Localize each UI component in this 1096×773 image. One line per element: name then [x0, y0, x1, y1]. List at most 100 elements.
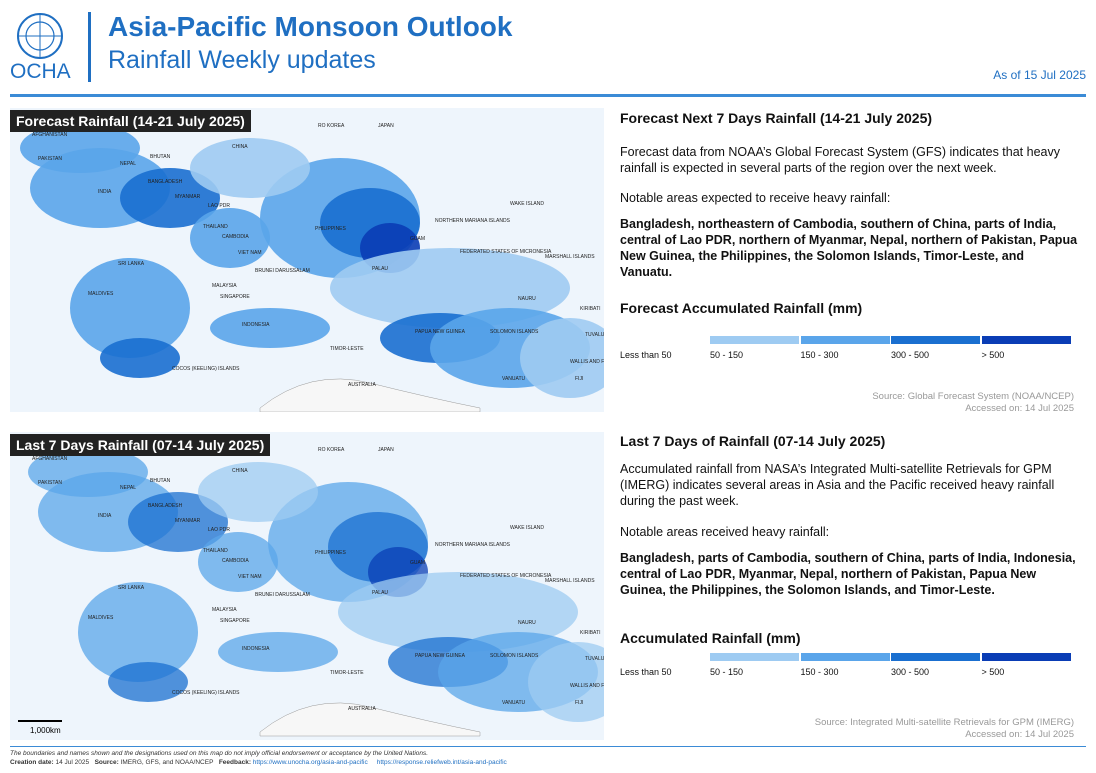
- map-label: MARSHALL ISLANDS: [545, 254, 595, 260]
- map-label: BRUNEI DARUSSALAM: [255, 592, 310, 598]
- legend-label: 150 - 300: [800, 667, 839, 677]
- rainfall-area: [198, 462, 318, 522]
- map-label: PALAU: [372, 590, 388, 596]
- scale-label: 1,000km: [30, 726, 61, 735]
- notable-intro: Notable areas received heavy rainfall:: [620, 525, 830, 539]
- map-label: MALDIVES: [88, 291, 114, 297]
- title: Asia-Pacific Monsoon Outlook: [108, 11, 513, 42]
- map-label: INDONESIA: [242, 646, 270, 652]
- map-label: FIJI: [575, 700, 583, 706]
- map-label: KIRIBATI: [580, 630, 600, 636]
- legend-title: Accumulated Rainfall (mm): [620, 630, 801, 646]
- map-label: PAKISTAN: [38, 156, 62, 162]
- rainfall-area: [520, 318, 604, 398]
- map-label: COCOS (KEELING) ISLANDS: [172, 690, 240, 696]
- legend-label: > 500: [981, 667, 1005, 677]
- rainfall-area: [528, 642, 604, 722]
- link[interactable]: https://www.unocha.org/asia-and-pacific: [252, 759, 368, 766]
- map-label: BHUTAN: [150, 154, 171, 160]
- map-label: THAILAND: [203, 548, 228, 554]
- map-label: LAO PDR: [208, 527, 230, 533]
- legend-swatch: [800, 653, 890, 661]
- map-label: KIRIBATI: [580, 306, 600, 312]
- legend-swatch: [981, 336, 1071, 344]
- legend-label: 50 - 150: [710, 667, 744, 677]
- map-label: INDIA: [98, 513, 112, 519]
- rainfall-area: [78, 582, 198, 682]
- map-label: CHINA: [232, 468, 248, 474]
- logo: [17, 13, 63, 59]
- map-label: JAPAN: [378, 123, 394, 129]
- map-label: PAPUA NEW GUINEA: [415, 329, 466, 335]
- legend-label: 300 - 500: [891, 667, 930, 677]
- map-label: NAURU: [518, 296, 536, 302]
- source: Source: Integrated Multi-satellite Retri…: [814, 717, 1074, 728]
- paragraph: Forecast data from NOAA’s Global Forecas…: [620, 145, 1060, 175]
- scale-bar: [18, 720, 62, 722]
- map-label: SRI LANKA: [118, 261, 145, 267]
- map-label: BRUNEI DARUSSALAM: [255, 268, 310, 274]
- map-label: SOLOMON ISLANDS: [490, 653, 539, 659]
- map-label: TIMOR-LESTE: [330, 346, 364, 352]
- label: Feedback:: [218, 759, 251, 766]
- rainfall-area: [218, 632, 338, 672]
- map-label: RO KOREA: [318, 123, 345, 129]
- map-label: LAO PDR: [208, 203, 230, 209]
- map-label: PAKISTAN: [38, 480, 62, 486]
- map-label: SINGAPORE: [220, 294, 250, 300]
- legend-title: Forecast Accumulated Rainfall (mm): [620, 300, 863, 316]
- map-label: FIJI: [575, 376, 583, 382]
- map-label: SOLOMON ISLANDS: [490, 329, 539, 335]
- paragraph: Accumulated rainfall from NASA’s Integra…: [620, 462, 1055, 508]
- link[interactable]: https://response.reliefweb.int/asia-and-…: [376, 759, 507, 766]
- heading: Last 7 Days of Rainfall (07-14 July 2025…: [620, 433, 886, 449]
- rule: [10, 94, 1086, 97]
- map-label: GUAM: [410, 560, 425, 566]
- legend-label: Less than 50: [620, 667, 672, 677]
- legend-label: 50 - 150: [710, 350, 744, 360]
- legend-swatch: [891, 336, 980, 344]
- map-label: RO KOREA: [318, 447, 345, 453]
- heading: Forecast Next 7 Days Rainfall (14-21 Jul…: [620, 110, 933, 126]
- legend-label: Less than 50: [620, 350, 672, 360]
- rainfall-area: [210, 308, 330, 348]
- map-label: MYANMAR: [175, 518, 201, 524]
- rainfall-area: [28, 447, 148, 497]
- map-label: CAMBODIA: [222, 558, 249, 564]
- accessed: Accessed on: 14 Jul 2025: [965, 729, 1074, 740]
- map-label: NEPAL: [120, 161, 136, 167]
- map-label: MALDIVES: [88, 615, 114, 621]
- map-label: PAPUA NEW GUINEA: [415, 653, 466, 659]
- rainfall-area: [190, 138, 310, 198]
- map-label: WAKE ISLAND: [510, 525, 544, 531]
- map-label: MYANMAR: [175, 194, 201, 200]
- legend-swatch: [981, 653, 1071, 661]
- legend-label: > 500: [981, 350, 1005, 360]
- map-label: WAKE ISLAND: [510, 201, 544, 207]
- map-label: WALLIS AND FUTUNA: [570, 359, 604, 365]
- map-label: AUSTRALIA: [348, 382, 376, 388]
- map-label: FEDERATED STATES OF MICRONESIA: [460, 573, 552, 579]
- map-label: THAILAND: [203, 224, 228, 230]
- map-label: PHILIPPINES: [315, 226, 347, 232]
- legend: Less than 50 50 - 150 150 - 300 300 - 500 > …: [620, 653, 1080, 683]
- notable-intro: Notable areas expected to receive heavy …: [620, 191, 891, 205]
- map-label: WALLIS AND FUTUNA: [570, 683, 604, 689]
- map-label: CHINA: [232, 144, 248, 150]
- source: IMERG, GFS, and NOAA/NCEP: [120, 759, 214, 766]
- date: As of 15 Jul 2025: [993, 68, 1086, 82]
- map-label: PHILIPPINES: [315, 550, 347, 556]
- map-label: INDONESIA: [242, 322, 270, 328]
- rainfall-area: [20, 123, 140, 173]
- rainfall-area: [198, 532, 278, 592]
- accessed: Accessed on: 14 Jul 2025: [965, 403, 1074, 414]
- map-label: MARSHALL ISLANDS: [545, 578, 595, 584]
- org: OCHA: [10, 60, 71, 83]
- map-label: AFGHANISTAN: [32, 456, 68, 462]
- map: AFGHANISTAN PAKISTAN NEPAL BHUTAN BANGLADESH…: [10, 432, 604, 740]
- legend-swatch: [800, 336, 890, 344]
- map-title: Forecast Rainfall (14-21 July 2025): [10, 110, 251, 132]
- map-label: AFGHANISTAN: [32, 132, 68, 138]
- map-label: VANUATU: [502, 376, 526, 382]
- map-label: NORTHERN MARIANA ISLANDS: [435, 218, 511, 224]
